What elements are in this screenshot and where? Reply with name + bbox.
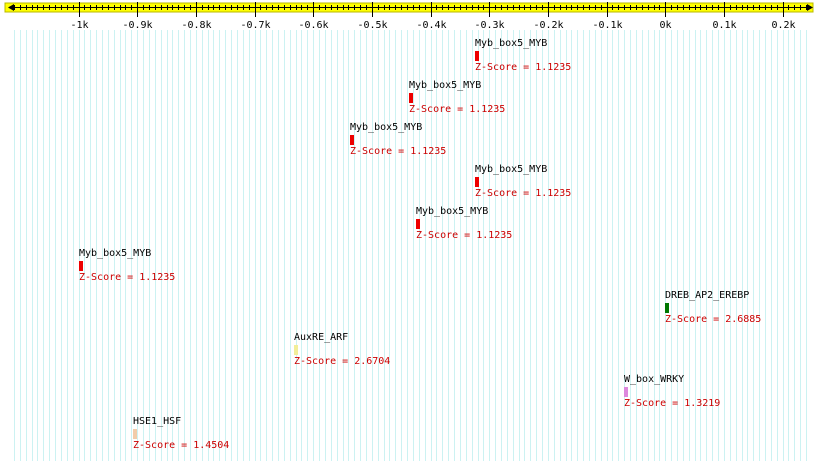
motif-site[interactable]: Myb_box5_MYB Z-Score = 1.1235 (475, 38, 571, 74)
motif-z-score: Z-Score = 2.6704 (294, 356, 391, 367)
tick-label: 0.2k (771, 20, 795, 31)
motif-marker (409, 93, 413, 103)
motif-name: W_box_WRKY (624, 374, 685, 385)
motif-marker (475, 51, 479, 61)
motif-name: AuxRE_ARF (294, 332, 349, 343)
tick-label: -0.6k (298, 20, 328, 31)
motif-z-score: Z-Score = 1.1235 (416, 230, 513, 241)
motif-marker (350, 135, 354, 145)
motif-name: Myb_box5_MYB (409, 80, 482, 91)
tick-label: -0.7k (240, 20, 270, 31)
tick-label: -0.8k (181, 20, 211, 31)
motif-name: Myb_box5_MYB (79, 248, 152, 259)
motif-marker (133, 429, 137, 439)
motif-name: DREB_AP2_EREBP (665, 290, 750, 301)
motif-site[interactable]: Myb_box5_MYB Z-Score = 1.1235 (475, 164, 571, 200)
motif-name: Myb_box5_MYB (350, 122, 423, 133)
tick-label: -0.1k (592, 20, 622, 31)
motif-z-score: Z-Score = 1.1235 (409, 104, 506, 115)
motif-site[interactable]: DREB_AP2_EREBP Z-Score = 2.6885 (665, 290, 761, 326)
tick-label: -1k (70, 20, 88, 31)
motif-marker (416, 219, 420, 229)
motif-z-score: Z-Score = 2.6885 (665, 314, 762, 325)
motif-site[interactable]: Myb_box5_MYB Z-Score = 1.1235 (416, 206, 512, 242)
tick-label: 0.1k (712, 20, 736, 31)
motif-marker (624, 387, 628, 397)
motif-z-score: Z-Score = 1.4504 (133, 440, 230, 451)
tick-label: -0.3k (474, 20, 504, 31)
motif-name: Myb_box5_MYB (475, 38, 548, 49)
motif-z-score: Z-Score = 1.3219 (624, 398, 721, 409)
motif-marker (665, 303, 669, 313)
motif-site[interactable]: W_box_WRKY Z-Score = 1.3219 (624, 374, 720, 410)
tick-label: -0.2k (533, 20, 563, 31)
motif-site[interactable]: Myb_box5_MYB Z-Score = 1.1235 (350, 122, 446, 158)
motif-name: Myb_box5_MYB (475, 164, 548, 175)
motif-site[interactable]: Myb_box5_MYB Z-Score = 1.1235 (409, 80, 505, 116)
motif-name: HSE1_HSF (133, 416, 182, 427)
motif-z-score: Z-Score = 1.1235 (79, 272, 176, 283)
motif-marker (79, 261, 83, 271)
motif-z-score: Z-Score = 1.1235 (350, 146, 447, 157)
tick-label: 0k (659, 20, 671, 31)
motif-z-score: Z-Score = 1.1235 (475, 62, 572, 73)
motif-marker (475, 177, 479, 187)
motif-site[interactable]: Myb_box5_MYB Z-Score = 1.1235 (79, 248, 175, 284)
tick-label: -0.5k (357, 20, 387, 31)
motif-site[interactable]: AuxRE_ARF Z-Score = 2.6704 (294, 332, 390, 368)
motif-z-score: Z-Score = 1.1235 (475, 188, 572, 199)
right-arrow-icon (807, 4, 813, 11)
motif-site[interactable]: HSE1_HSF Z-Score = 1.4504 (133, 416, 229, 452)
motif-marker (294, 345, 298, 355)
tick-label: -0.4k (416, 20, 446, 31)
tick-label: -0.9k (122, 20, 152, 31)
left-arrow-icon (8, 4, 14, 11)
position-ruler: -1k -0.9k -0.8k -0.7k -0.6k -0.5k -0.4k -0.3k -0… (4, 2, 814, 31)
motif-name: Myb_box5_MYB (416, 206, 489, 217)
